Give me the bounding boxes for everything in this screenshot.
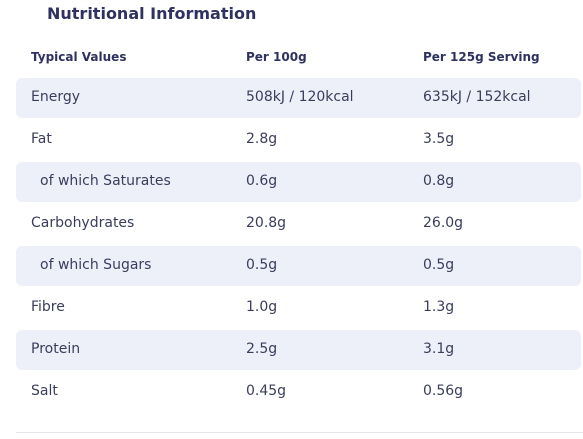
table-cell: 3.5g [423,131,455,147]
table-cell: 26.0g [423,215,464,231]
column-header: Typical Values [31,50,127,64]
table-cell: Carbohydrates [31,215,135,231]
table-row: Energy 508kJ / 120kcal 635kJ / 152kcal [16,78,581,118]
table-cell: 1.3g [423,299,455,315]
table-row: Carbohydrates 20.8g 26.0g [16,204,581,244]
table-cell: 0.5g [246,257,278,273]
table-cell: 2.5g [246,341,278,357]
table-cell: 20.8g [246,215,287,231]
table-cell: Energy [31,89,81,105]
table-cell: of which Sugars [40,257,152,273]
table-row: Fibre 1.0g 1.3g [16,288,581,328]
table-cell: 2.8g [246,131,278,147]
table-cell: Protein [31,341,81,357]
title: Nutritional Information [47,4,257,23]
table-cell: 635kJ / 152kcal [423,89,531,105]
column-header: Per 125g Serving [423,50,540,64]
table-cell: 3.1g [423,341,455,357]
table-cell: 508kJ / 120kcal [246,89,354,105]
table-cell: 1.0g [246,299,278,315]
table-cell: 0.8g [423,173,455,189]
divider [16,432,583,433]
column-header: Per 100g [246,50,307,64]
table-row: of which Saturates 0.6g 0.8g [16,162,581,202]
table-row: Salt 0.45g 0.56g [16,372,581,412]
table-cell: 0.6g [246,173,278,189]
table-cell: of which Saturates [40,173,171,189]
table-cell: 0.5g [423,257,455,273]
table-cell: Fat [31,131,52,147]
table-row: Protein 2.5g 3.1g [16,330,581,370]
table-cell: Fibre [31,299,65,315]
table-row: Fat 2.8g 3.5g [16,120,581,160]
table-cell: 0.45g [246,383,287,399]
table-row: of which Sugars 0.5g 0.5g [16,246,581,286]
table-cell: 0.56g [423,383,464,399]
table-cell: Salt [31,383,58,399]
